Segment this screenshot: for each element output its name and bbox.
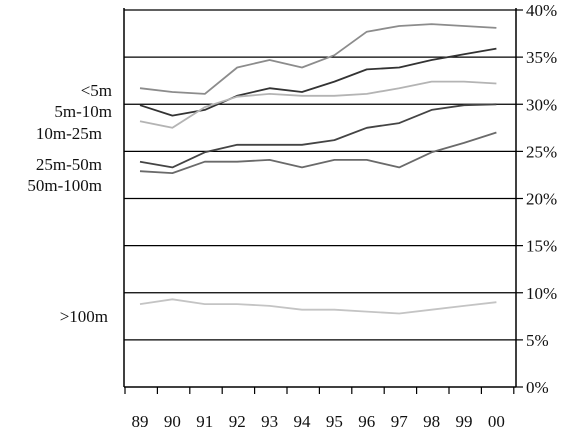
x-tick-label: 99 <box>456 412 473 431</box>
x-tick-label: 98 <box>423 412 440 431</box>
series-line-3 <box>139 103 497 169</box>
legend-label: 10m-25m <box>36 124 102 143</box>
series-line-5 <box>139 298 497 315</box>
y-tick-label: 15% <box>526 237 557 256</box>
legend-label: 5m-10m <box>54 102 112 121</box>
x-tick-label: 00 <box>488 412 505 431</box>
y-tick-label: 35% <box>526 48 557 67</box>
y-tick-label: 30% <box>526 95 557 114</box>
y-tick-label: 5% <box>526 331 549 350</box>
x-tick-label: 93 <box>261 412 278 431</box>
x-tick-label: 95 <box>326 412 343 431</box>
legend-label: >100m <box>60 307 108 326</box>
x-tick-label: 96 <box>358 412 375 431</box>
x-axis-ticks: 89 90 91 92 93 94 95 96 97 98 99 00 <box>124 387 515 431</box>
y-tick-label: 20% <box>526 190 557 209</box>
legend-label: <5m <box>81 81 112 100</box>
legend-label: 25m-50m <box>36 155 102 174</box>
series-line-2 <box>139 80 497 129</box>
gridlines <box>124 9 516 341</box>
x-tick-label: 97 <box>391 412 409 431</box>
x-tick-label: 92 <box>229 412 246 431</box>
x-tick-label: 91 <box>196 412 213 431</box>
y-tick-label: 40% <box>526 1 557 20</box>
y-tick-label: 25% <box>526 142 557 161</box>
x-tick-label: 89 <box>132 412 149 431</box>
axes <box>123 8 517 388</box>
series-line-4 <box>139 131 497 175</box>
x-tick-label: 90 <box>164 412 181 431</box>
y-tick-label: 0% <box>526 378 549 397</box>
x-tick-label: 94 <box>294 412 312 431</box>
series-lines <box>139 23 497 315</box>
legend: <5m 5m-10m 10m-25m 25m-50m 50m-100m >100m <box>27 81 112 326</box>
y-axis-ticks: 0% 5% 10% 15% 20% 25% 30% 35% 40% <box>516 1 557 397</box>
legend-label: 50m-100m <box>27 176 102 195</box>
series-line-0 <box>139 23 497 95</box>
y-tick-label: 10% <box>526 284 557 303</box>
